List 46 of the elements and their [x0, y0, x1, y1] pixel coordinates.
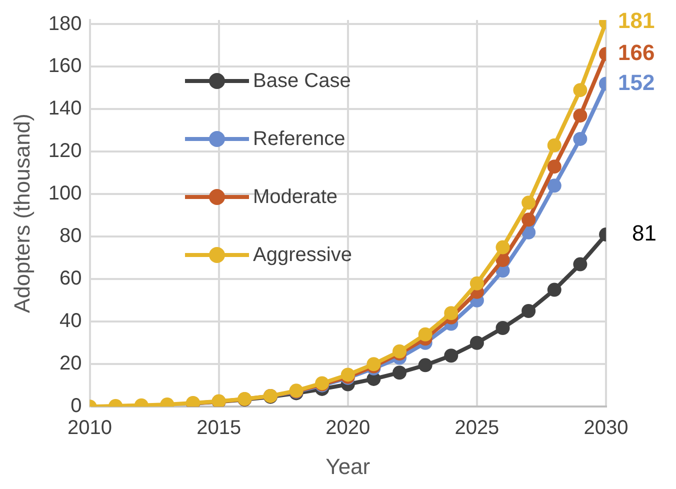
- point: [573, 132, 588, 146]
- x-tick-label: 2020: [326, 417, 370, 440]
- y-tick-label: 120: [48, 140, 82, 162]
- x-tick-label: 2015: [196, 417, 242, 440]
- data-label: 152: [618, 70, 655, 95]
- point: [547, 138, 562, 152]
- point: [444, 306, 458, 320]
- y-tick-label: 0: [70, 395, 82, 418]
- point: [573, 83, 588, 98]
- y-tick-label: 40: [60, 310, 82, 332]
- point: [496, 253, 510, 268]
- point: [547, 282, 562, 297]
- y-tick-label: 100: [48, 182, 82, 205]
- legend-label: Base Case: [253, 70, 351, 92]
- y-tick-label: 180: [48, 12, 82, 35]
- point: [573, 108, 588, 123]
- point: [418, 358, 432, 372]
- y-tick-label: 20: [60, 352, 82, 375]
- data-label: 181: [618, 8, 655, 34]
- x-axis-title: Year: [326, 454, 370, 479]
- data-label: 81: [632, 220, 656, 246]
- y-axis-title: Adopters (thousand): [9, 114, 34, 313]
- point: [470, 276, 484, 290]
- y-tick-label: 60: [60, 268, 82, 290]
- x-tick-label: 2025: [454, 417, 500, 440]
- point: [522, 196, 536, 210]
- point: [522, 304, 536, 318]
- legend-label: Aggressive: [253, 244, 352, 266]
- point: [470, 336, 484, 350]
- point: [547, 178, 562, 193]
- y-tick-label: 160: [48, 55, 82, 78]
- point: [496, 240, 510, 254]
- x-tick-label: 2030: [584, 417, 628, 440]
- legend-label: Reference: [253, 128, 346, 150]
- point: [392, 366, 407, 380]
- data-label: 166: [618, 40, 655, 66]
- point: [418, 327, 432, 342]
- x-tick-label: 2010: [68, 417, 112, 440]
- legend-label: Moderate: [253, 186, 338, 208]
- point: [496, 321, 510, 336]
- point: [547, 160, 562, 174]
- point: [522, 212, 536, 227]
- point: [444, 348, 458, 363]
- point: [573, 257, 588, 272]
- y-tick-label: 80: [60, 225, 82, 248]
- y-tick-label: 140: [48, 98, 82, 120]
